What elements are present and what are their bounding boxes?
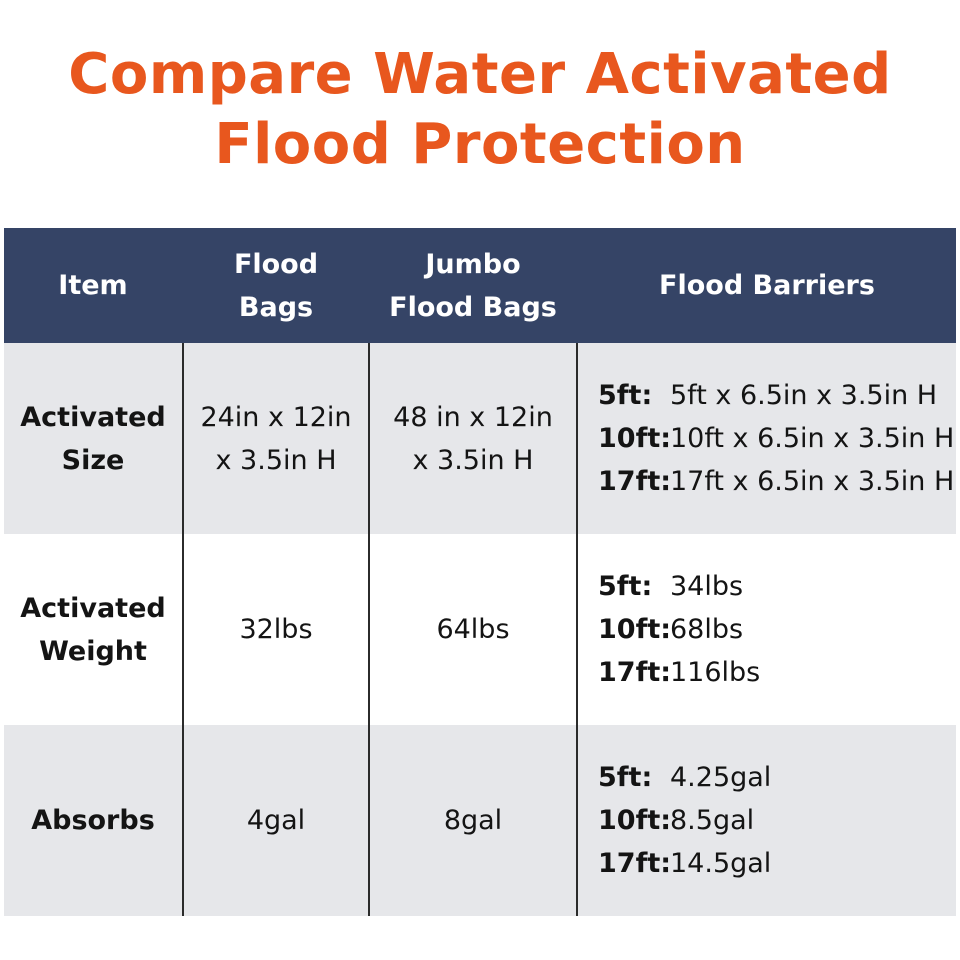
barrier-line: 5ft: 34lbs <box>598 571 744 602</box>
jumbo-flood-bags-weight: 64lbs <box>436 614 510 645</box>
header-item: Item <box>58 270 128 301</box>
comparison-table: Item Flood Bags Jumbo Flood Bags Flood Bar… <box>4 228 956 916</box>
table-row-absorbs: Absorbs 4gal 8gal 5ft: 4.25gal 10ft: 8.5ga… <box>4 725 956 916</box>
table-header: Item Flood Bags Jumbo Flood Bags Flood Bar… <box>4 228 956 343</box>
title-line-2: Flood Protection <box>214 112 746 177</box>
header-flood-bags: Flood Bags <box>233 248 319 323</box>
flood-barriers-size: 5ft: 5ft x 6.5in x 3.5in H 10ft: 10ft x 6.… <box>578 343 956 534</box>
row-label: Absorbs <box>31 805 155 836</box>
row-label: Activated Size <box>20 401 166 476</box>
barrier-line: 10ft: 8.5gal <box>598 805 755 836</box>
barrier-line: 17ft: 14.5gal <box>598 848 772 879</box>
flood-bags-absorbs: 4gal <box>246 805 306 836</box>
table-row-activated-weight: Activated Weight 32lbs 64lbs 5ft: 34lbs 10… <box>4 534 956 725</box>
table-row-activated-size: Activated Size 24in x 12in x 3.5in H 48 in… <box>4 343 956 534</box>
header-flood-barriers: Flood Barriers <box>659 270 875 301</box>
flood-barriers-weight: 5ft: 34lbs 10ft: 68lbs 17ft: 116lbs <box>578 534 956 725</box>
barrier-line: 17ft: 17ft x 6.5in x 3.5in H <box>598 466 955 497</box>
flood-bags-weight: 32lbs <box>239 614 313 645</box>
column-divider <box>368 343 370 916</box>
barrier-line: 10ft: 10ft x 6.5in x 3.5in H <box>598 423 955 454</box>
header-jumbo-flood-bags: Jumbo Flood Bags <box>389 248 557 323</box>
row-label: Activated Weight <box>20 592 166 667</box>
flood-bags-size: 24in x 12in x 3.5in H <box>200 401 352 476</box>
barrier-line: 5ft: 4.25gal <box>598 762 772 793</box>
barrier-line: 5ft: 5ft x 6.5in x 3.5in H <box>598 380 938 411</box>
column-divider <box>576 343 578 916</box>
barrier-line: 10ft: 68lbs <box>598 614 744 645</box>
page-title: Compare Water Activated Flood Protection <box>0 40 960 180</box>
title-line-1: Compare Water Activated <box>68 42 892 107</box>
column-divider <box>182 343 184 916</box>
flood-barriers-absorbs: 5ft: 4.25gal 10ft: 8.5gal 17ft: 14.5gal <box>578 725 956 916</box>
barrier-line: 17ft: 116lbs <box>598 657 761 688</box>
jumbo-flood-bags-size: 48 in x 12in x 3.5in H <box>393 401 553 476</box>
jumbo-flood-bags-absorbs: 8gal <box>443 805 503 836</box>
